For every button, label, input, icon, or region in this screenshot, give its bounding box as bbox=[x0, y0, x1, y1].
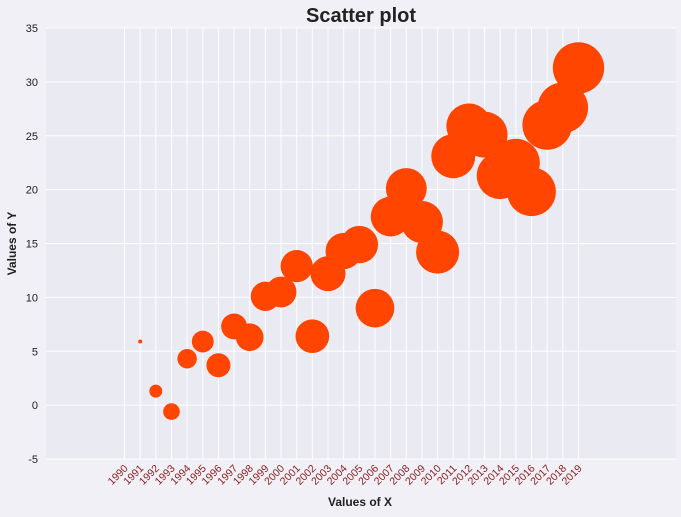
scatter-point bbox=[385, 168, 427, 209]
scatter-point bbox=[461, 111, 508, 158]
scatter-point bbox=[138, 339, 143, 344]
x-tick-labels: 1990199119921993199419951996199719981999… bbox=[106, 463, 585, 488]
scatter-point bbox=[295, 319, 330, 353]
y-tick-label: 30 bbox=[26, 77, 38, 89]
y-tick-label: 25 bbox=[26, 131, 38, 143]
scatter-point bbox=[355, 288, 395, 328]
scatter-point bbox=[280, 249, 313, 283]
x-axis-label: Values of X bbox=[328, 495, 392, 509]
y-tick-labels: -5 0 5 10 15 20 25 30 35 bbox=[26, 23, 38, 466]
y-tick-label: 15 bbox=[26, 239, 38, 251]
scatter-point bbox=[206, 353, 231, 378]
grid bbox=[46, 27, 676, 460]
y-tick-label: -5 bbox=[28, 454, 38, 466]
scatter-point bbox=[163, 403, 180, 420]
y-tick-label: 5 bbox=[32, 346, 38, 358]
data-points bbox=[138, 42, 605, 420]
chart-title: Scatter plot bbox=[306, 5, 416, 27]
y-tick-label: 10 bbox=[26, 292, 38, 304]
scatter-point bbox=[340, 225, 379, 264]
y-tick-label: 0 bbox=[32, 400, 38, 412]
scatter-point bbox=[265, 276, 297, 308]
scatter-point bbox=[552, 42, 605, 94]
scatter-point bbox=[507, 167, 556, 217]
scatter-point bbox=[416, 230, 460, 274]
y-tick-label: 20 bbox=[26, 185, 38, 197]
scatter-point bbox=[177, 349, 197, 369]
scatter-point bbox=[149, 384, 163, 398]
scatter-point bbox=[235, 323, 264, 352]
y-axis-label: Values of Y bbox=[5, 212, 19, 276]
scatter-point bbox=[191, 330, 214, 353]
scatter-point bbox=[537, 82, 589, 133]
y-tick-label: 35 bbox=[26, 23, 38, 35]
